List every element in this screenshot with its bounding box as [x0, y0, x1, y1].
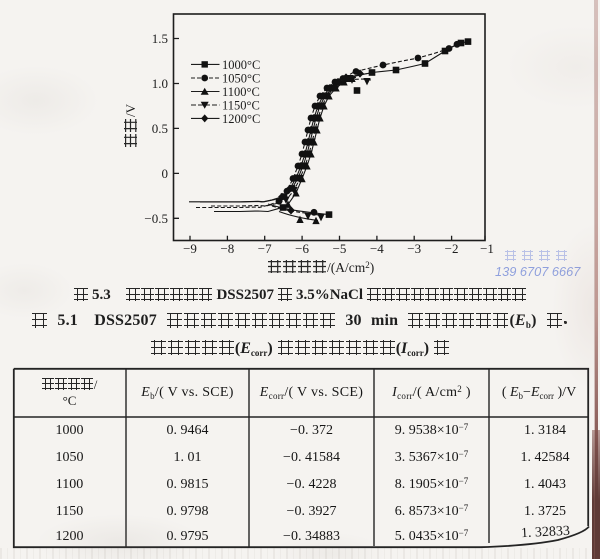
svg-text:−4: −4 [370, 241, 384, 256]
svg-text:/(A/cm2): /(A/cm2) [327, 260, 374, 275]
svg-text:−8: −8 [220, 241, 234, 256]
svg-text:1150°C: 1150°C [222, 98, 260, 112]
svg-text:1200°C: 1200°C [222, 112, 260, 126]
svg-text:1100°C: 1100°C [222, 85, 260, 99]
svg-text:−3: −3 [407, 241, 421, 256]
svg-text:−9: −9 [183, 241, 197, 256]
svg-text:1.0: 1.0 [152, 76, 168, 91]
svg-text:−7: −7 [258, 241, 272, 256]
svg-text:−6: −6 [295, 241, 309, 256]
svg-text:−5: −5 [333, 241, 347, 256]
svg-text:1000°C: 1000°C [222, 58, 260, 72]
svg-text:1050°C: 1050°C [222, 71, 260, 85]
svg-text:−1: −1 [480, 241, 494, 256]
svg-text:1.5: 1.5 [152, 31, 168, 46]
svg-text:0.5: 0.5 [152, 121, 168, 136]
svg-text:/V: /V [123, 103, 138, 117]
svg-text:−2: −2 [445, 241, 459, 256]
svg-text:0: 0 [162, 166, 169, 181]
svg-text:−0.5: −0.5 [144, 211, 168, 226]
